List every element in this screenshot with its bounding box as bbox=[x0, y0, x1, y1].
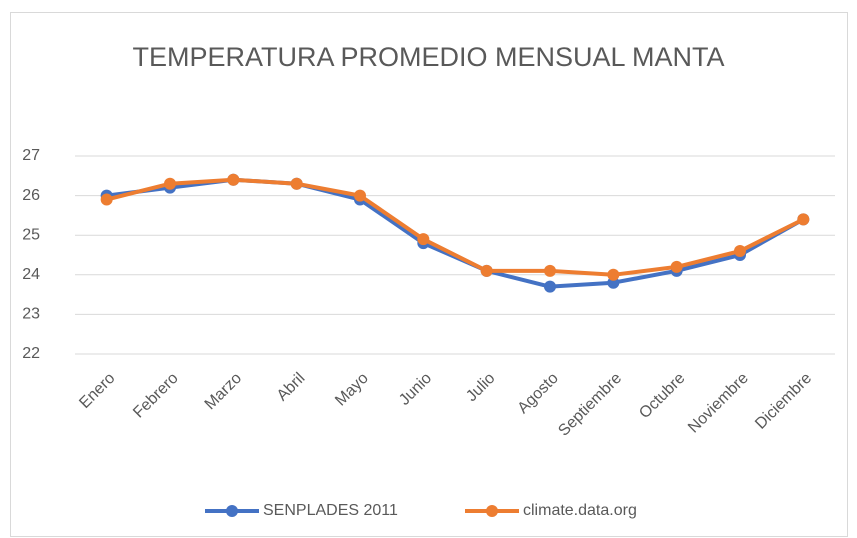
chart-title: TEMPERATURA PROMEDIO MENSUAL MANTA bbox=[132, 42, 725, 72]
data-point bbox=[797, 213, 810, 226]
y-tick-label: 22 bbox=[22, 345, 40, 362]
data-point bbox=[100, 193, 113, 206]
legend-label: SENPLADES 2011 bbox=[263, 502, 398, 519]
legend-marker bbox=[486, 505, 498, 517]
y-tick-label: 27 bbox=[22, 147, 40, 164]
data-point bbox=[607, 268, 620, 281]
data-point bbox=[734, 245, 746, 258]
series-line bbox=[106, 177, 805, 277]
y-tick-label: 24 bbox=[22, 266, 40, 283]
data-point bbox=[290, 177, 303, 190]
y-tick-label: 23 bbox=[22, 306, 40, 323]
y-tick-label: 26 bbox=[22, 187, 40, 204]
data-point bbox=[480, 264, 493, 277]
data-point bbox=[164, 177, 176, 190]
legend-label: climate.data.org bbox=[523, 502, 637, 519]
data-point bbox=[227, 173, 240, 186]
y-tick-label: 25 bbox=[22, 226, 40, 243]
data-point bbox=[354, 189, 366, 202]
data-point bbox=[544, 280, 556, 293]
data-point bbox=[670, 260, 683, 273]
data-point bbox=[544, 264, 556, 277]
legend-marker bbox=[226, 505, 238, 517]
data-point bbox=[417, 233, 430, 246]
